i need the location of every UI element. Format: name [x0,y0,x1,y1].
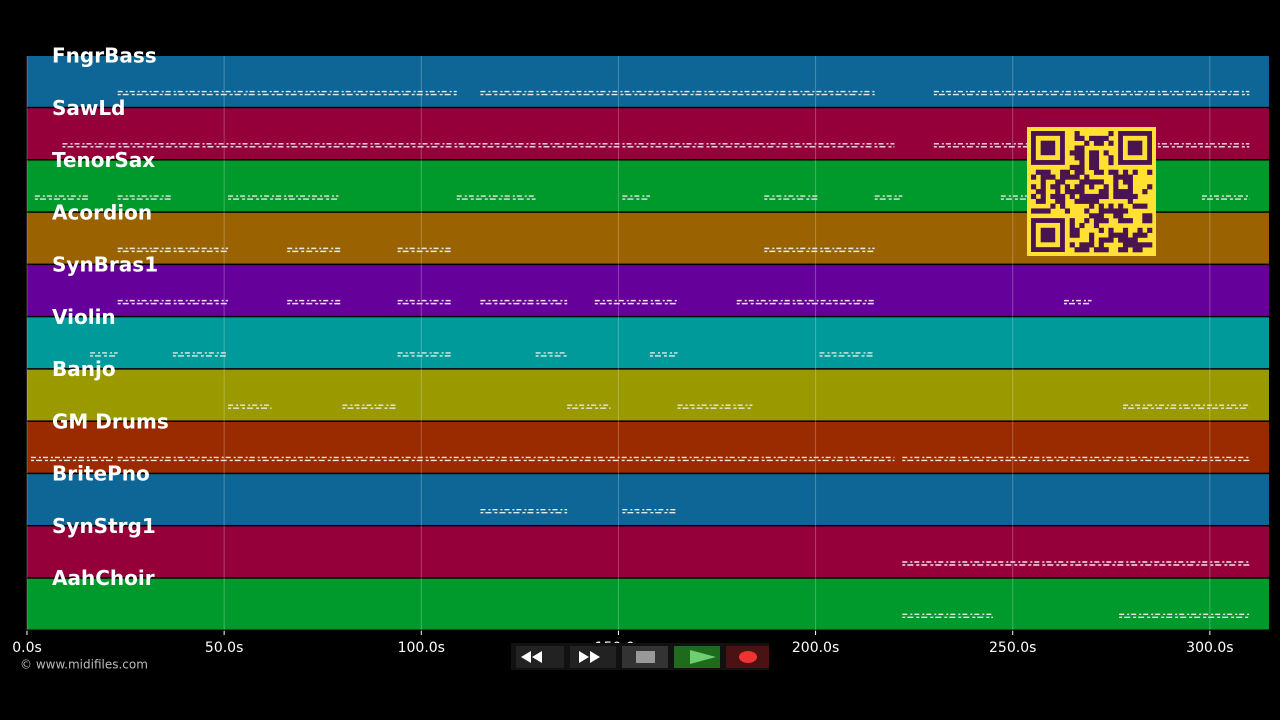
track-band [27,474,1269,525]
note-segment [34,195,91,200]
rewind-button[interactable] [516,646,564,668]
note-segment [902,456,1250,462]
track-band [27,56,1269,107]
note-segment [397,299,453,305]
note-segment [397,352,453,357]
x-tick-label: 200.0s [792,640,839,656]
note-segment [342,404,398,409]
track-band [27,369,1269,421]
track-name: AahChoir [52,566,155,590]
track-name: SynBras1 [52,253,158,277]
note-segment [567,404,611,409]
track-name: TenorSax [52,148,155,172]
x-tick-label: 300.0s [1186,640,1233,656]
note-segment [1063,299,1092,305]
note-segment [397,247,453,253]
copyright: © www.midifiles.com [20,658,148,672]
track-band [27,421,1269,473]
note-segment [117,195,173,200]
note-segment [30,456,114,462]
x-tick-label: 0.0s [12,640,42,656]
note-segment [228,404,272,409]
note-segment [117,299,229,305]
track-band [27,578,1269,630]
note-segment [622,509,678,514]
note-segment [287,299,343,305]
track-name: Acordion [52,200,152,224]
track-name: Banjo [52,357,116,381]
record-button[interactable] [726,646,769,668]
note-segment [1201,195,1250,200]
note-segment [764,247,875,253]
note-segment [480,90,875,96]
transport-controls [511,643,769,670]
note-segment [456,195,536,200]
note-segment [1000,195,1029,200]
x-tick-label: 50.0s [205,640,243,656]
note-segment [1119,613,1250,618]
track-name: FngrBass [52,44,157,68]
note-segment [228,195,339,200]
track-name: SynStrg1 [52,514,156,538]
note-segment [535,352,568,357]
note-segment [287,247,343,253]
note-segment [902,561,1250,566]
note-segment [480,299,568,305]
track-band [27,526,1269,578]
note-segment [594,299,678,305]
note-segment [90,352,118,357]
note-segment [736,299,875,305]
note-segment [649,352,678,357]
note-segment [933,90,1250,96]
track-name: Violin [52,305,116,329]
track-name: GM Drums [52,409,169,433]
play-button[interactable] [674,646,720,668]
note-segment [1123,404,1250,409]
note-segment [819,352,875,357]
note-segment [622,195,650,200]
note-segment [480,509,568,514]
track-name: SawLd [52,96,125,120]
x-tick-label: 250.0s [989,640,1036,656]
track-name: BritePno [52,462,150,486]
forward-button[interactable] [570,646,616,668]
track-band [27,265,1269,316]
stop-button[interactable] [622,646,668,668]
note-segment [764,195,820,200]
note-segment [172,352,229,357]
note-segment [117,456,895,462]
note-segment [117,90,457,96]
x-tick-label: 100.0s [398,640,445,656]
note-segment [874,195,903,200]
track-band [27,317,1269,369]
note-segment [902,613,993,618]
note-segment [117,247,229,253]
note-segment [677,404,753,409]
note-segment [62,143,895,148]
qr-code [1027,127,1156,256]
